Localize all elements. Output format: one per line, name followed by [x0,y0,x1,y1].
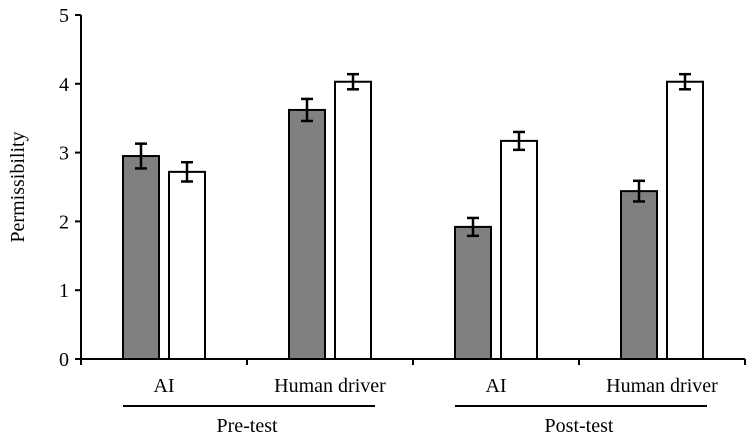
bar [122,155,160,360]
bar [454,225,492,360]
x-category-label: AI [153,375,174,397]
bar [620,190,658,360]
group-label: Post-test [545,415,614,437]
y-tick-label: 3 [59,143,69,165]
bar [500,139,538,360]
y-tick-label: 0 [59,349,69,371]
x-category-label: AI [485,375,506,397]
bar [666,80,704,361]
bar [168,170,206,360]
y-tick-label: 4 [59,74,69,96]
y-axis-label: Permissibility [7,131,29,242]
bar [334,80,372,361]
x-category-label: Human driver [274,375,386,397]
x-category-label: Human driver [606,375,718,397]
bar [288,108,326,360]
y-tick-label: 1 [59,280,69,302]
y-tick-label: 2 [59,211,69,233]
y-tick-label: 5 [59,5,69,27]
group-label: Pre-test [216,415,278,437]
